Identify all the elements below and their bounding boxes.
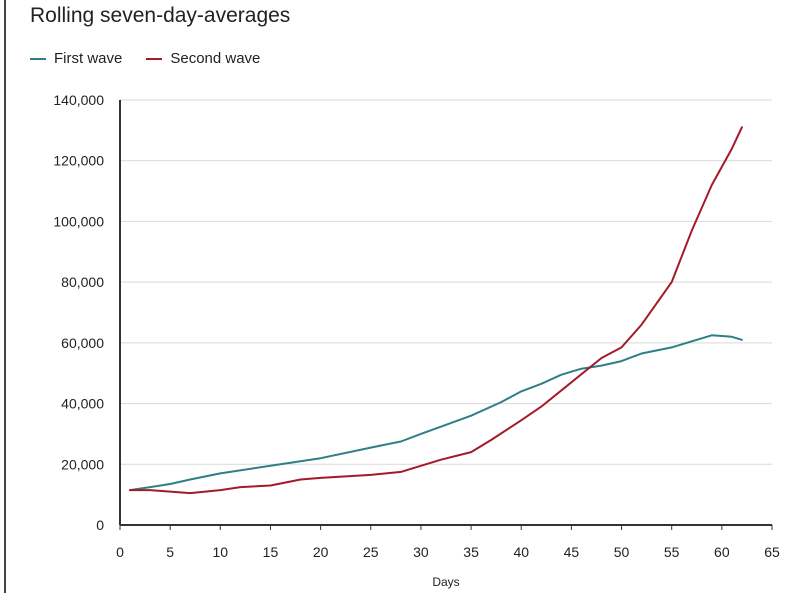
left-border: [0, 0, 6, 593]
y-tick-label: 0: [96, 517, 104, 533]
x-tick-label: 20: [313, 544, 329, 560]
series-line-second-wave: [129, 126, 743, 495]
y-tick-label: 120,000: [53, 153, 104, 169]
data-series: [129, 126, 743, 495]
y-tick-label: 40,000: [61, 396, 104, 412]
x-tick-label: 30: [413, 544, 429, 560]
series-line-first-wave: [129, 334, 743, 492]
x-tick-label: 10: [213, 544, 229, 560]
legend-label-first-wave: First wave: [54, 50, 123, 67]
y-tick-label: 140,000: [53, 92, 104, 108]
grid-lines: [120, 99, 772, 465]
y-tick-label: 20,000: [61, 456, 104, 472]
chart-title: Rolling seven-day-averages: [30, 4, 291, 27]
x-tick-label: 50: [614, 544, 630, 560]
x-tick-label: 60: [714, 544, 730, 560]
axes: [119, 100, 772, 526]
legend-item-second-wave: Second wave: [146, 50, 260, 67]
legend-swatch-second-wave: [146, 57, 163, 60]
x-axis-ticks: 0 5 10 15 20 25 30 35 40 45 50 55 60 65: [116, 525, 780, 560]
x-tick-label: 35: [463, 544, 479, 560]
legend-label-second-wave: Second wave: [170, 50, 261, 67]
legend-swatch-first-wave: [30, 57, 46, 60]
x-tick-label: 0: [116, 544, 124, 560]
x-tick-label: 15: [263, 544, 279, 560]
x-tick-label: 45: [564, 544, 580, 560]
x-tick-label: 40: [513, 544, 529, 560]
x-tick-label: 25: [363, 544, 379, 560]
y-tick-label: 60,000: [61, 335, 104, 351]
x-axis-label: Days: [432, 575, 459, 589]
y-axis-ticks: 0 20,000 40,000 60,000 80,000 100,000 120,000 1…: [53, 92, 104, 533]
legend-item-first-wave: First wave: [30, 50, 122, 67]
y-tick-label: 80,000: [61, 274, 104, 290]
x-tick-label: 55: [664, 544, 680, 560]
x-tick-label: 5: [166, 544, 174, 560]
y-tick-label: 100,000: [53, 213, 104, 229]
legend: First wave Second wave: [30, 50, 284, 67]
x-tick-label: 65: [764, 544, 780, 560]
